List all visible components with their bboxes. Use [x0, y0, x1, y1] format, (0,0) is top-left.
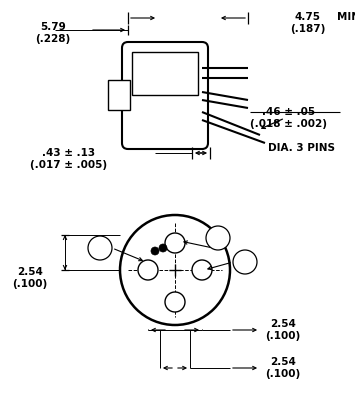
FancyBboxPatch shape [122, 42, 208, 149]
Text: 2: 2 [214, 233, 222, 243]
Circle shape [120, 215, 230, 325]
Bar [108, 80, 130, 110]
Text: .46 ± .05
(.018 ± .002): .46 ± .05 (.018 ± .002) [250, 107, 327, 129]
Circle shape [159, 244, 167, 252]
Text: DIA. 3 PINS: DIA. 3 PINS [268, 143, 335, 153]
Circle shape [165, 292, 185, 312]
Text: 1: 1 [241, 257, 249, 267]
Text: 3: 3 [96, 243, 104, 253]
Text: MIN.: MIN. [337, 12, 355, 22]
Text: 4.75
(.187): 4.75 (.187) [290, 12, 326, 34]
Text: 2.54
(.100): 2.54 (.100) [12, 267, 47, 289]
Circle shape [165, 233, 185, 253]
Circle shape [206, 226, 230, 250]
Circle shape [192, 260, 212, 280]
Text: 2.54
(.100): 2.54 (.100) [265, 357, 300, 379]
Circle shape [138, 260, 158, 280]
Circle shape [151, 247, 159, 255]
Bar [132, 52, 198, 95]
Text: .43 ± .13
(.017 ± .005): .43 ± .13 (.017 ± .005) [30, 148, 107, 170]
Circle shape [88, 236, 112, 260]
Text: 2.54
(.100): 2.54 (.100) [265, 319, 300, 341]
Circle shape [233, 250, 257, 274]
Text: 5.79
(.228): 5.79 (.228) [35, 22, 70, 44]
